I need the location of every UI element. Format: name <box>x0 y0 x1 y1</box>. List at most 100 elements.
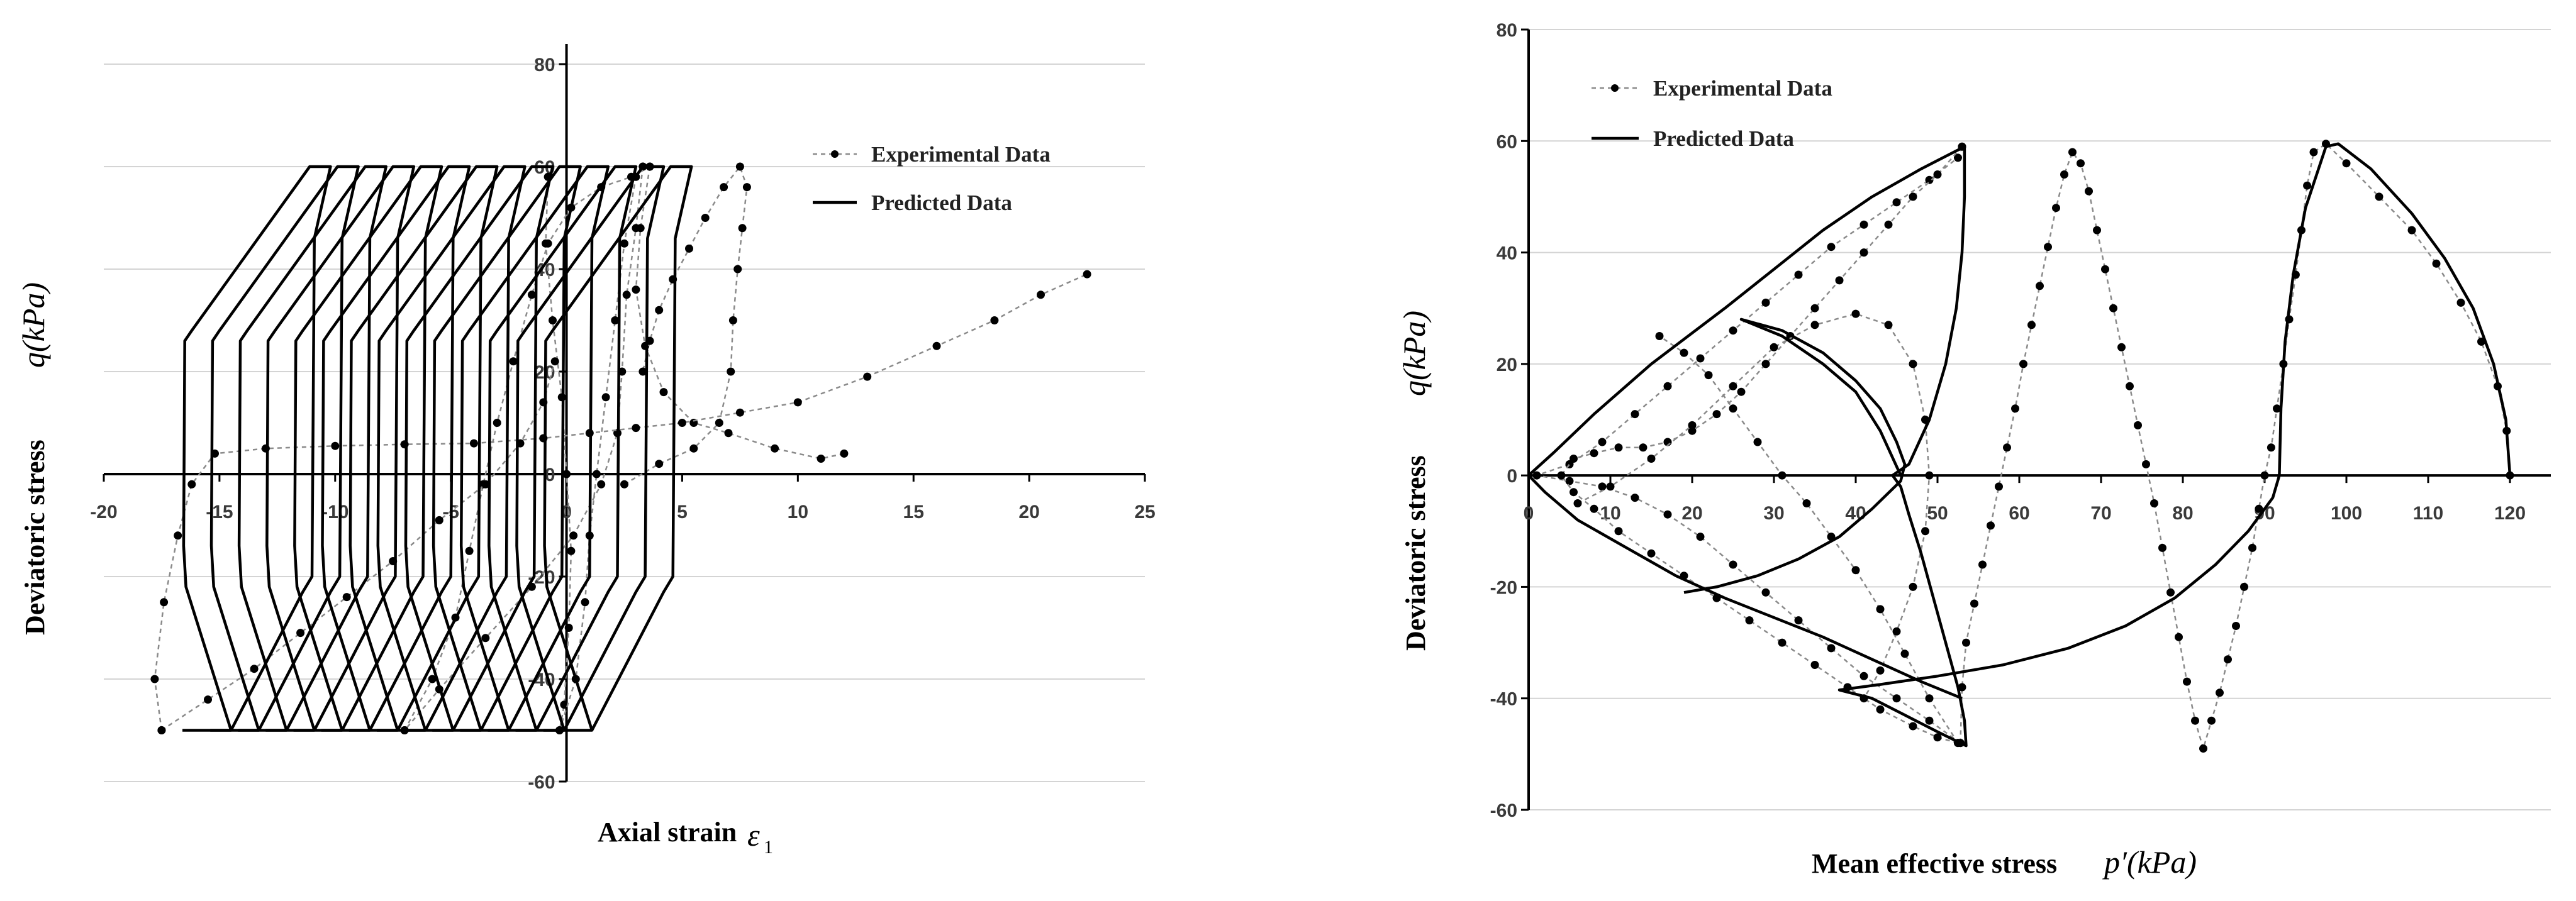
data-point <box>677 419 686 427</box>
data-point <box>174 531 182 540</box>
data-point <box>1590 504 1598 513</box>
x-tick-label: 5 <box>677 502 688 522</box>
y-tick-label: -60 <box>528 772 555 793</box>
data-point <box>1958 683 1966 692</box>
predicted-segment <box>1892 146 1966 477</box>
data-point <box>2183 677 2191 686</box>
data-point <box>1532 471 1541 480</box>
data-point <box>1876 705 1885 714</box>
data-point <box>2432 259 2441 268</box>
data-point <box>2044 243 2052 252</box>
data-point <box>1802 499 1811 507</box>
data-point <box>728 316 737 324</box>
predicted-cycle <box>209 165 360 732</box>
data-point <box>1083 270 1091 279</box>
data-point <box>2117 343 2126 351</box>
data-point <box>2175 633 2183 641</box>
data-point <box>1647 549 1656 558</box>
predicted-cycle <box>321 165 471 732</box>
data-point <box>1978 560 1987 569</box>
data-point <box>1892 198 1901 207</box>
data-point <box>1753 438 1762 446</box>
data-point <box>435 516 443 524</box>
predicted-segment <box>1527 145 1965 700</box>
y-axis-title: Deviatoric stress q(kPa) <box>16 282 51 635</box>
data-point <box>620 239 628 248</box>
x-tick-label: 70 <box>2090 503 2111 524</box>
data-point <box>685 244 693 253</box>
data-point <box>771 444 779 453</box>
data-point <box>863 372 872 381</box>
experimental-series <box>1532 140 2514 753</box>
data-point <box>549 316 557 324</box>
data-point <box>150 675 159 683</box>
x-tick-label: 25 <box>1134 502 1155 522</box>
data-point <box>742 183 751 192</box>
data-point <box>1663 382 1672 390</box>
experimental-segment <box>1577 312 1931 699</box>
x-tick-label: 60 <box>2009 503 2029 524</box>
data-point <box>1761 298 1770 307</box>
data-point <box>1037 290 1045 299</box>
data-point <box>1590 449 1598 458</box>
predicted-cycle <box>488 165 638 732</box>
data-point <box>1876 666 1885 675</box>
data-point <box>1761 588 1770 597</box>
data-point <box>2036 282 2044 290</box>
data-point <box>1860 672 1868 680</box>
predicted-cycle <box>348 165 499 732</box>
x-tick-label: 100 <box>2331 503 2362 524</box>
data-point <box>1900 649 1909 658</box>
data-point <box>550 357 559 366</box>
data-point <box>331 441 340 450</box>
data-point <box>1557 471 1566 480</box>
data-point <box>2085 187 2093 196</box>
data-point <box>1688 421 1697 429</box>
data-point <box>1778 471 1787 480</box>
data-point <box>2134 421 2142 429</box>
data-point <box>2019 360 2027 368</box>
data-point <box>2166 588 2175 597</box>
data-point <box>720 183 728 192</box>
data-point <box>2248 543 2256 552</box>
data-point <box>465 546 474 555</box>
data-point <box>1573 499 1582 507</box>
data-point <box>2255 504 2263 513</box>
data-point <box>2150 499 2158 507</box>
data-point <box>655 460 664 468</box>
data-point <box>1995 482 2003 491</box>
data-point <box>2199 744 2207 753</box>
data-point <box>581 598 589 607</box>
data-point <box>1933 170 1942 179</box>
data-point <box>1851 566 1860 575</box>
x-tick-label: 15 <box>903 502 924 522</box>
data-point <box>2011 404 2019 413</box>
data-point <box>187 480 196 489</box>
x-axis-title: Axial strain ε 1 <box>598 817 773 858</box>
data-point <box>2077 159 2085 168</box>
data-point <box>1696 354 1705 363</box>
data-point <box>1835 276 1844 285</box>
data-point <box>469 439 478 448</box>
x-tick-label: 30 <box>1763 503 1784 524</box>
data-point <box>1639 443 1648 452</box>
data-point <box>2273 404 2281 413</box>
y-axis-title: Deviatoric stress q(kPa) <box>1397 311 1432 651</box>
data-point <box>1909 192 1917 201</box>
data-point <box>1794 616 1803 625</box>
data-point <box>1704 371 1713 380</box>
y-tick-label: -20 <box>1490 577 1517 598</box>
data-point <box>1761 360 1770 368</box>
data-point <box>1909 360 1917 368</box>
predicted-series <box>1527 142 2512 748</box>
data-point <box>1631 410 1639 419</box>
x-axis-symbol: ε <box>747 817 760 853</box>
data-point <box>601 393 610 402</box>
predicted-cycle <box>543 165 693 732</box>
data-point <box>1729 404 1737 413</box>
predicted-cycle <box>376 165 527 732</box>
data-point <box>157 726 166 734</box>
data-point <box>1892 694 1901 703</box>
predicted-cycle <box>459 165 610 732</box>
data-point <box>659 388 668 397</box>
